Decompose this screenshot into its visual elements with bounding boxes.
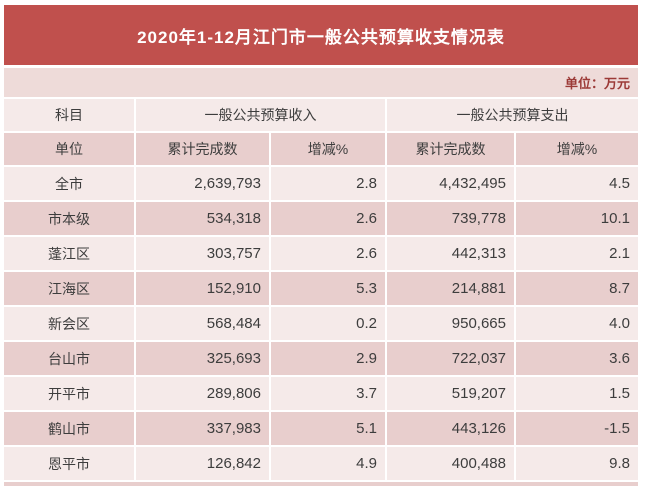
- header-revenue-group: 一般公共预算收入: [136, 99, 385, 131]
- header-subject: 科目: [4, 99, 134, 131]
- revenue-cell: 2,639,793: [136, 167, 269, 200]
- expenditure-cell: 739,778: [387, 202, 514, 235]
- revenue-change-cell: 0.2: [271, 307, 385, 340]
- expenditure-change-cell: 8.7: [516, 272, 638, 305]
- revenue-change-cell: 4.9: [271, 447, 385, 480]
- region-name-cell: 全市: [4, 167, 134, 200]
- region-name-cell: 市本级: [4, 202, 134, 235]
- revenue-cell: 534,318: [136, 202, 269, 235]
- expenditure-change-cell: 9.8: [516, 447, 638, 480]
- header-unit: 单位: [4, 133, 134, 165]
- revenue-change-cell: 2.6: [271, 202, 385, 235]
- expenditure-cell: 214,881: [387, 272, 514, 305]
- region-name-cell: 台山市: [4, 342, 134, 375]
- expenditure-cell: 400,488: [387, 447, 514, 480]
- revenue-change-cell: 5.1: [271, 412, 385, 445]
- header-cumulative-revenue: 累计完成数: [136, 133, 269, 165]
- expenditure-cell: 442,313: [387, 237, 514, 270]
- page-title: 2020年1-12月江门市一般公共预算收支情况表: [137, 27, 505, 47]
- table-title-banner: 2020年1-12月江门市一般公共预算收支情况表: [4, 5, 638, 65]
- revenue-cell: 289,806: [136, 377, 269, 410]
- revenue-change-cell: 2.8: [271, 167, 385, 200]
- region-name-cell: 江海区: [4, 272, 134, 305]
- expenditure-change-cell: -1.5: [516, 412, 638, 445]
- region-name-cell: 开平市: [4, 377, 134, 410]
- revenue-change-cell: 2.9: [271, 342, 385, 375]
- header-expenditure-group: 一般公共预算支出: [387, 99, 638, 131]
- region-name-cell: 蓬江区: [4, 237, 134, 270]
- revenue-cell: 325,693: [136, 342, 269, 375]
- revenue-change-cell: 3.7: [271, 377, 385, 410]
- header-cumulative-expenditure: 累计完成数: [387, 133, 514, 165]
- expenditure-change-cell: 1.5: [516, 377, 638, 410]
- expenditure-cell: 950,665: [387, 307, 514, 340]
- revenue-cell: 126,842: [136, 447, 269, 480]
- expenditure-cell: 519,207: [387, 377, 514, 410]
- expenditure-change-cell: 10.1: [516, 202, 638, 235]
- expenditure-change-cell: 4.0: [516, 307, 638, 340]
- revenue-cell: 303,757: [136, 237, 269, 270]
- revenue-change-cell: 2.6: [271, 237, 385, 270]
- header-change-expenditure: 增减%: [516, 133, 638, 165]
- expenditure-cell: 722,037: [387, 342, 514, 375]
- revenue-cell: 568,484: [136, 307, 269, 340]
- revenue-change-cell: 5.3: [271, 272, 385, 305]
- expenditure-change-cell: 3.6: [516, 342, 638, 375]
- expenditure-cell: 4,432,495: [387, 167, 514, 200]
- region-name-cell: 恩平市: [4, 447, 134, 480]
- unit-note: 单位：万元: [4, 68, 638, 97]
- expenditure-change-cell: 4.5: [516, 167, 638, 200]
- region-name-cell: 新会区: [4, 307, 134, 340]
- budget-table: 单位：万元 科目 一般公共预算收入 一般公共预算支出 单位 累计完成数 增减% …: [4, 68, 638, 480]
- expenditure-cell: 443,126: [387, 412, 514, 445]
- partial-row-strip: [4, 482, 638, 486]
- header-change-revenue: 增减%: [271, 133, 385, 165]
- revenue-cell: 337,983: [136, 412, 269, 445]
- revenue-cell: 152,910: [136, 272, 269, 305]
- region-name-cell: 鹤山市: [4, 412, 134, 445]
- expenditure-change-cell: 2.1: [516, 237, 638, 270]
